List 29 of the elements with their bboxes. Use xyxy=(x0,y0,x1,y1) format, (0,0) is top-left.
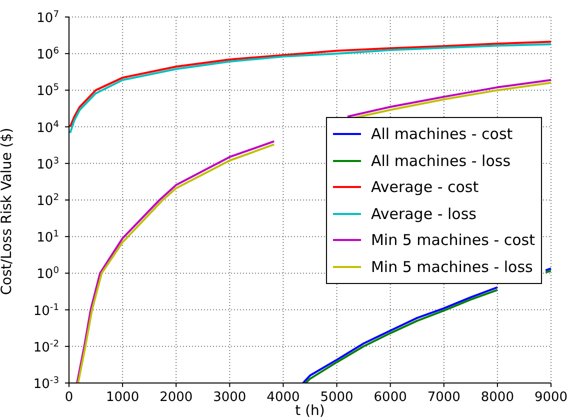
y-tick-label: 10$^{7}$ xyxy=(36,10,60,26)
y-tick-label: 10$^{1}$ xyxy=(36,230,59,246)
x-tick-label: 6000 xyxy=(374,390,407,405)
x-tick-label: 3000 xyxy=(213,390,246,405)
y-tick-label: 10$^{2}$ xyxy=(36,193,59,209)
x-tick-label: 9000 xyxy=(534,390,568,405)
legend-label: All machines - loss xyxy=(370,152,511,170)
legend-label: Min 5 machines - loss xyxy=(370,258,533,276)
y-tick-label: 10$^{4}$ xyxy=(36,120,60,136)
y-tick-label: 10$^{6}$ xyxy=(36,46,60,63)
x-tick-label: 2000 xyxy=(160,390,193,405)
x-tick-label: 7000 xyxy=(427,390,460,405)
y-tick-label: 10$^{0}$ xyxy=(36,266,60,282)
y-tick-label: 10$^{-1}$ xyxy=(33,302,59,319)
legend-label: Average - loss xyxy=(370,204,476,223)
x-tick-label: 1000 xyxy=(106,390,140,405)
x-tick-label: 8000 xyxy=(480,390,514,405)
legend-label: Average - cost xyxy=(370,178,479,196)
legend-label: All machines - cost xyxy=(370,125,513,144)
y-tick-label: 10$^{-2}$ xyxy=(33,339,59,356)
x-tick-label: 0 xyxy=(64,390,74,405)
x-tick-label: 4000 xyxy=(266,390,300,405)
legend-label: Min 5 machines - cost xyxy=(370,231,535,250)
y-tick-label: 10$^{3}$ xyxy=(36,156,60,172)
y-tick-label: 10$^{5}$ xyxy=(36,83,59,100)
x-tick-label: 5000 xyxy=(320,390,354,405)
y-tick-label: 10$^{-3}$ xyxy=(33,376,60,392)
y-axis-title: Cost/Loss Risk Value ($) xyxy=(0,128,15,295)
x-axis-title: t (h) xyxy=(295,403,325,419)
